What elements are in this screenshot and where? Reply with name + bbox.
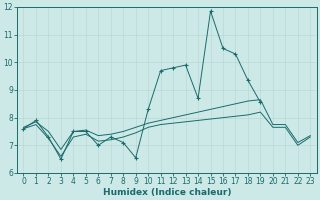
- X-axis label: Humidex (Indice chaleur): Humidex (Indice chaleur): [103, 188, 231, 197]
